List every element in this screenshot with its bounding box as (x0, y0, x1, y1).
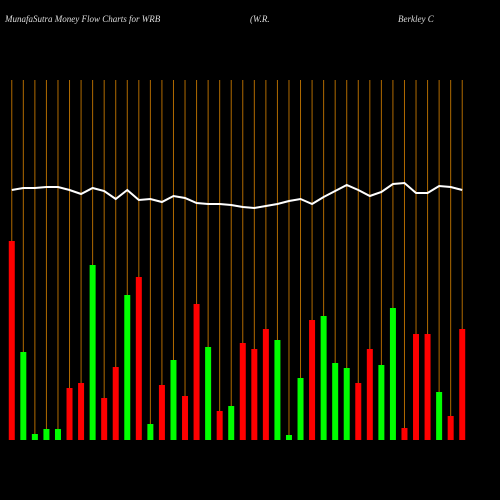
bar (436, 392, 443, 440)
bar (78, 383, 85, 440)
bar (43, 429, 50, 440)
chart-subtitle: (W.R. (250, 14, 270, 24)
bar (66, 388, 73, 440)
bar (378, 365, 385, 440)
bar (228, 406, 235, 440)
bar (413, 334, 420, 440)
bar (8, 241, 15, 440)
bar (101, 398, 108, 440)
bar (170, 360, 177, 440)
bar (274, 340, 281, 440)
bar (297, 378, 304, 440)
bar (31, 434, 38, 440)
bar (182, 396, 189, 440)
bar (205, 347, 212, 440)
bar (309, 320, 316, 440)
bar (124, 295, 131, 440)
flow-line (11, 181, 463, 210)
bar (355, 383, 362, 440)
bar (20, 352, 27, 440)
bar (459, 329, 466, 440)
bar (147, 424, 154, 440)
bar (285, 435, 292, 440)
bar (251, 349, 258, 440)
bar (135, 277, 142, 440)
bar (239, 343, 246, 440)
bar (158, 385, 165, 440)
bar (424, 334, 431, 440)
bar (366, 349, 373, 440)
bar (320, 316, 327, 440)
bar (447, 416, 454, 440)
bar (262, 329, 269, 440)
bar (401, 428, 408, 440)
bar (332, 363, 339, 440)
bar (389, 308, 396, 440)
bar (193, 304, 200, 440)
bar (112, 367, 119, 440)
bar (54, 429, 61, 440)
chart-title: MunafaSutra Money Flow Charts for WRB (4, 14, 161, 24)
bar (89, 265, 96, 440)
bar (216, 411, 223, 440)
bar (343, 368, 350, 440)
chart-subtitle: Berkley C (398, 14, 435, 24)
